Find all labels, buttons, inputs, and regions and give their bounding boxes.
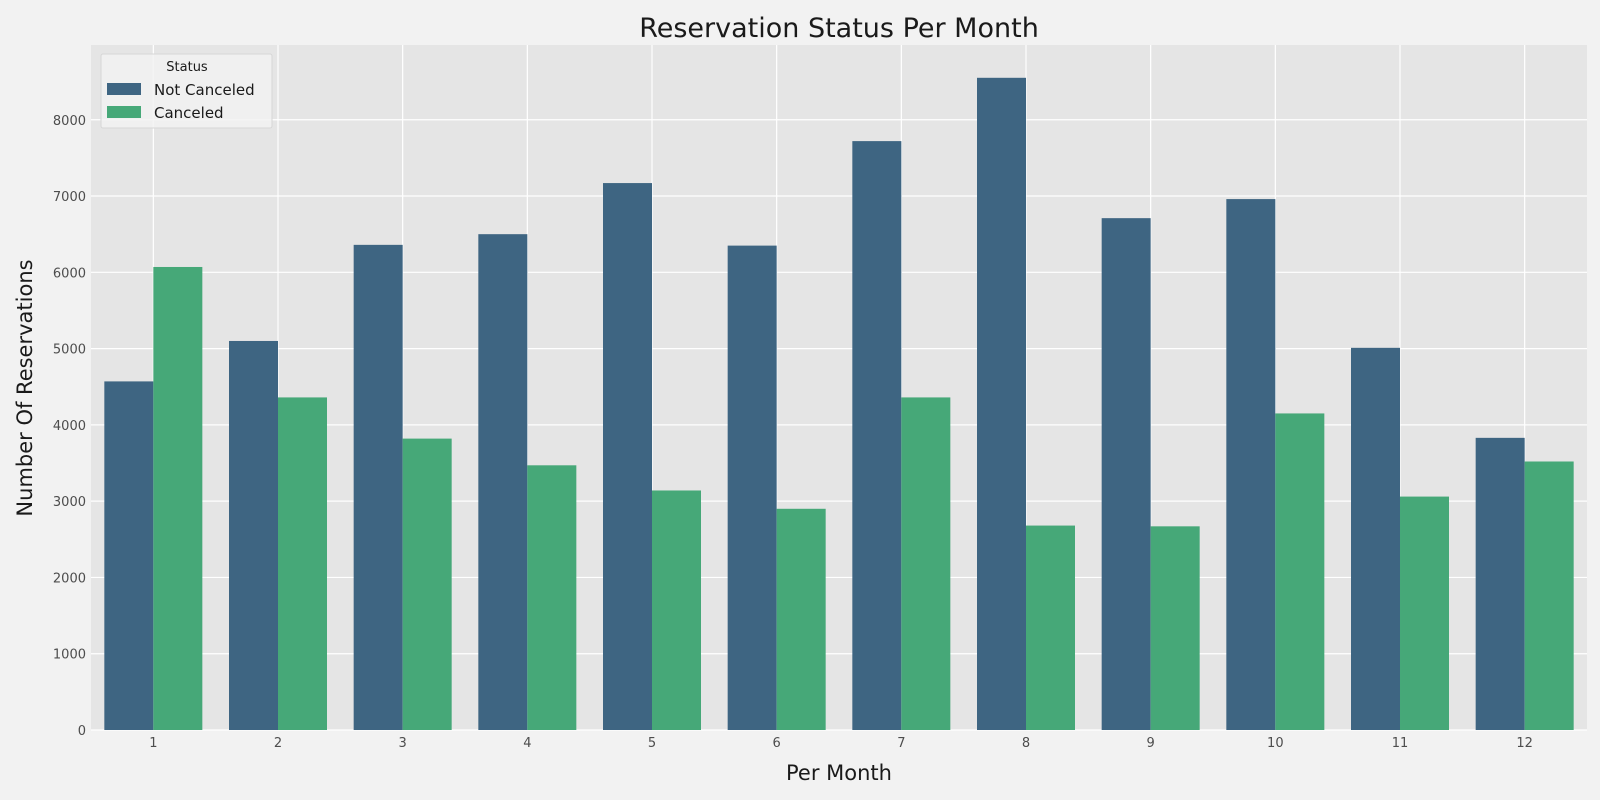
x-tick-label: 3 bbox=[399, 736, 407, 751]
bar-canceled-month-11 bbox=[1400, 496, 1449, 730]
plot-area bbox=[91, 45, 1587, 730]
x-tick-label: 12 bbox=[1516, 736, 1533, 751]
y-tick-label: 1000 bbox=[53, 648, 86, 663]
legend-label-canceled: Canceled bbox=[154, 104, 224, 122]
x-tick-label: 4 bbox=[523, 736, 531, 751]
y-axis-label: Number Of Reservations bbox=[13, 259, 37, 516]
x-axis-label: Per Month bbox=[786, 761, 892, 785]
bar-not-canceled-month-12 bbox=[1475, 437, 1525, 730]
bar-not-canceled-month-3 bbox=[353, 244, 403, 731]
x-tick-label: 10 bbox=[1267, 736, 1284, 751]
x-tick-label: 11 bbox=[1392, 736, 1409, 751]
legend-swatch-not-canceled bbox=[107, 83, 141, 95]
bar-not-canceled-month-6 bbox=[727, 245, 777, 730]
bar-canceled-month-12 bbox=[1524, 461, 1574, 730]
bar-not-canceled-month-10 bbox=[1226, 199, 1276, 730]
bar-canceled-month-2 bbox=[278, 397, 327, 730]
x-axis-ticks: 1 2 3 4 5 6 7 8 9 10 11 12 bbox=[149, 736, 1533, 751]
y-tick-label: 4000 bbox=[53, 419, 86, 434]
legend-swatch-canceled bbox=[107, 106, 141, 118]
x-tick-label: 6 bbox=[773, 736, 781, 751]
bars bbox=[104, 77, 1574, 731]
bar-not-canceled-month-4 bbox=[478, 234, 528, 730]
bar-not-canceled-month-1 bbox=[104, 381, 154, 730]
bar-canceled-month-10 bbox=[1275, 413, 1325, 730]
bar-not-canceled-month-11 bbox=[1351, 347, 1400, 730]
bar-not-canceled-month-7 bbox=[852, 141, 902, 730]
bar-canceled-month-8 bbox=[1026, 525, 1075, 730]
y-tick-label: 0 bbox=[78, 724, 86, 739]
bar-canceled-month-1 bbox=[153, 266, 203, 730]
bar-not-canceled-month-9 bbox=[1101, 218, 1151, 730]
legend-box bbox=[100, 53, 273, 129]
y-axis-ticks: 0 1000 2000 3000 4000 5000 6000 7000 8000 bbox=[53, 114, 86, 739]
x-tick-label: 9 bbox=[1147, 736, 1155, 751]
x-tick-label: 5 bbox=[648, 736, 656, 751]
y-tick-label: 5000 bbox=[53, 343, 86, 358]
bar-not-canceled-month-2 bbox=[229, 340, 278, 730]
y-tick-label: 6000 bbox=[53, 266, 86, 281]
x-tick-label: 7 bbox=[897, 736, 905, 751]
bar-canceled-month-7 bbox=[901, 397, 951, 730]
bar-canceled-month-6 bbox=[776, 508, 826, 730]
legend-label-not-canceled: Not Canceled bbox=[154, 81, 255, 99]
x-tick-label: 1 bbox=[149, 736, 157, 751]
y-tick-label: 2000 bbox=[53, 571, 86, 586]
y-tick-label: 7000 bbox=[53, 190, 86, 205]
bar-not-canceled-month-5 bbox=[603, 183, 652, 730]
x-tick-label: 8 bbox=[1022, 736, 1030, 751]
bar-canceled-month-3 bbox=[402, 438, 452, 730]
chart-title: Reservation Status Per Month bbox=[639, 13, 1039, 44]
bar-not-canceled-month-8 bbox=[977, 77, 1026, 731]
legend-title: Status bbox=[166, 60, 208, 75]
x-tick-label: 2 bbox=[274, 736, 282, 751]
y-tick-label: 8000 bbox=[53, 114, 86, 129]
y-tick-label: 3000 bbox=[53, 495, 86, 510]
legend: Status Not Canceled Canceled bbox=[100, 53, 273, 129]
bar-canceled-month-4 bbox=[527, 465, 577, 730]
bar-canceled-month-9 bbox=[1150, 526, 1200, 730]
bar-canceled-month-5 bbox=[652, 490, 701, 730]
